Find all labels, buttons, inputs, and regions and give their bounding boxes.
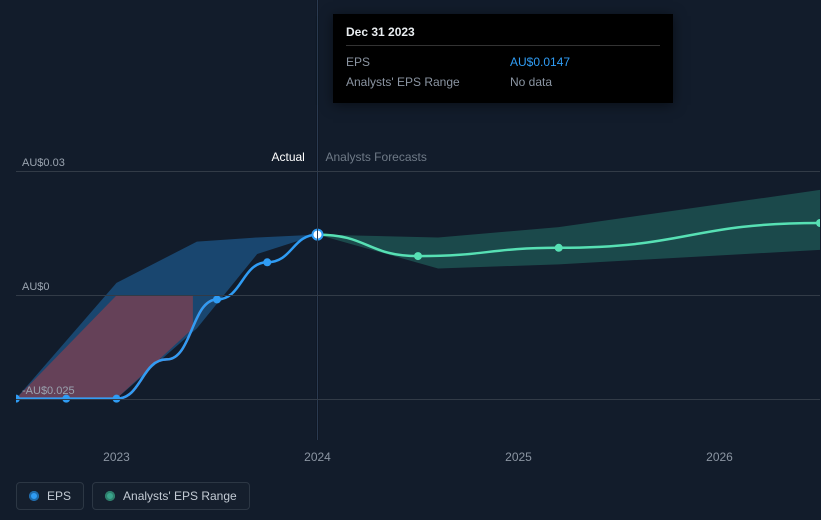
region-label-forecast: Analysts Forecasts [326,150,427,164]
x-axis-label: 2025 [505,450,532,464]
legend-item-eps[interactable]: EPS [16,482,84,510]
gridline [16,171,820,172]
x-axis-label: 2026 [706,450,733,464]
y-axis-label: AU$0.03 [22,157,65,169]
tooltip-date: Dec 31 2023 [346,25,660,46]
gridline [16,295,820,296]
y-axis-label: -AU$0.025 [22,385,75,397]
data-point[interactable] [263,258,271,266]
tooltip-label: Analysts' EPS Range [346,75,460,89]
band [16,295,193,398]
x-axis-label: 2024 [304,450,331,464]
x-axis-label: 2023 [103,450,130,464]
gridline [16,399,820,400]
legend-item-range[interactable]: Analysts' EPS Range [92,482,250,510]
band [318,190,821,269]
legend-dot-icon [29,491,39,501]
data-point[interactable] [555,244,563,252]
legend-dot-icon [105,491,115,501]
data-point[interactable] [213,295,221,303]
legend-label: Analysts' EPS Range [123,489,237,503]
tooltip-value: No data [510,75,660,89]
tooltip-value: AU$0.0147 [510,55,660,69]
y-axis-label: AU$0 [22,281,50,293]
tooltip-row: EPS AU$0.0147 [346,52,660,72]
chart-tooltip: Dec 31 2023 EPS AU$0.0147 Analysts' EPS Ra… [333,14,673,103]
region-label-actual: Actual [272,150,305,164]
data-point[interactable] [414,252,422,260]
legend: EPS Analysts' EPS Range [16,482,250,510]
tooltip-label: EPS [346,55,370,69]
legend-label: EPS [47,489,71,503]
tooltip-row: Analysts' EPS Range No data [346,72,660,92]
